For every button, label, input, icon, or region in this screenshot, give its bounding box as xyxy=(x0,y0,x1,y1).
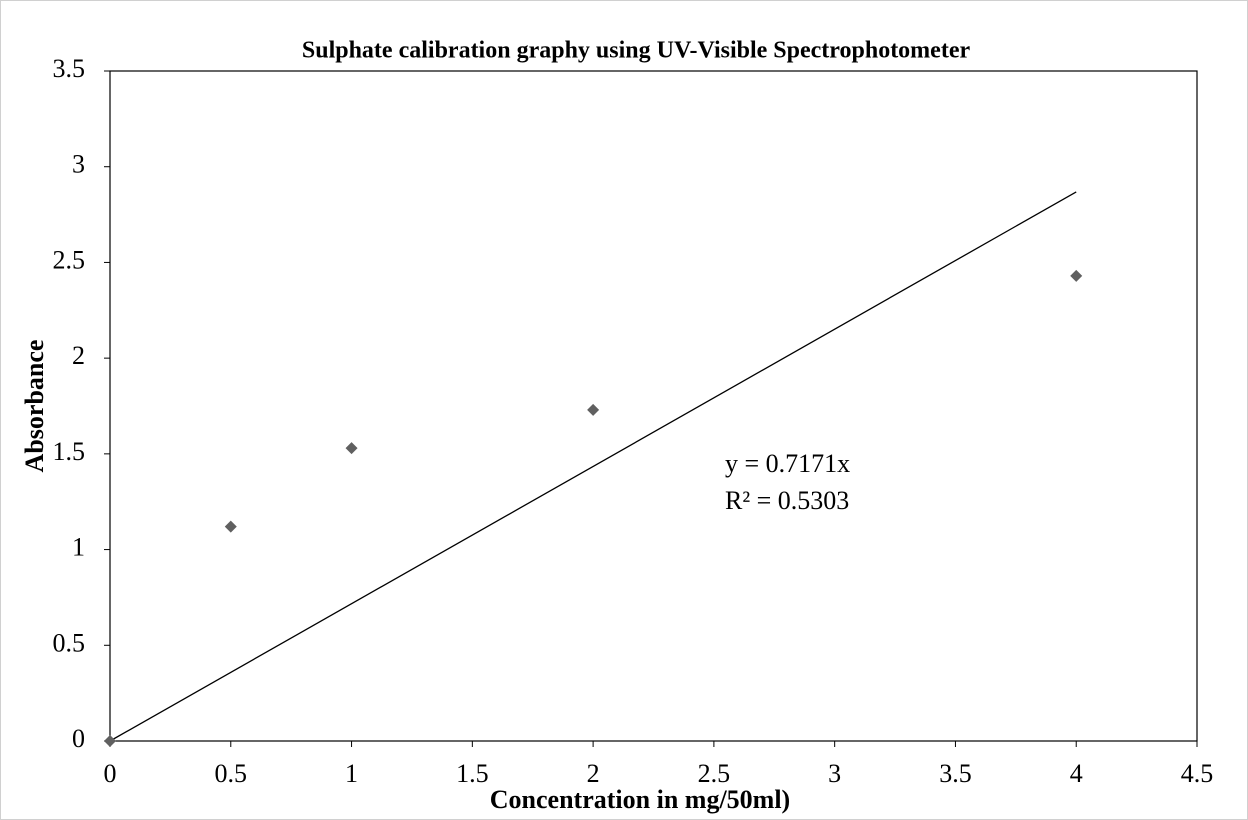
y-tick-label: 0.5 xyxy=(53,628,86,657)
data-point xyxy=(104,735,116,747)
x-tick-label: 2.5 xyxy=(698,759,731,788)
y-tick-label: 1.5 xyxy=(53,437,86,466)
trendline-equation: y = 0.7171x xyxy=(725,449,850,478)
x-tick-label: 3.5 xyxy=(939,759,972,788)
y-tick-label: 3 xyxy=(72,150,85,179)
x-tick-label: 1 xyxy=(345,759,358,788)
plot-area xyxy=(109,70,1198,742)
chart-title: Sulphate calibration graphy using UV-Vis… xyxy=(302,38,971,64)
x-tick-label: 0 xyxy=(104,759,117,788)
trendline-r2: R² = 0.5303 xyxy=(725,486,849,515)
x-tick-label: 3 xyxy=(828,759,841,788)
y-tick-label: 3.5 xyxy=(53,54,86,83)
data-point xyxy=(587,403,600,416)
trendline xyxy=(109,191,1077,742)
data-point xyxy=(1070,269,1083,282)
x-tick-label: 2 xyxy=(587,759,600,788)
data-point xyxy=(345,442,358,455)
y-tick-label: 0 xyxy=(72,724,85,753)
y-tick-label: 2 xyxy=(72,341,85,370)
y-tick-label: 2.5 xyxy=(53,245,86,274)
data-point xyxy=(224,520,237,533)
x-tick-label: 4 xyxy=(1070,759,1083,788)
y-tick-label: 1 xyxy=(72,533,85,562)
x-tick-label: 0.5 xyxy=(215,759,248,788)
x-axis-label: Concentration in mg/50ml) xyxy=(490,785,790,814)
y-axis-label: Absorbance xyxy=(20,340,49,473)
x-tick-label: 1.5 xyxy=(456,759,489,788)
x-tick-label: 4.5 xyxy=(1181,759,1214,788)
